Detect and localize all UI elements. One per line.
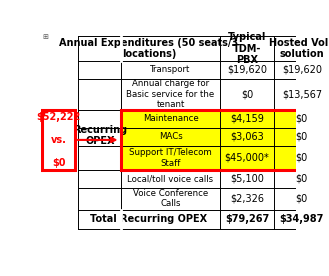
Text: Voice Conference
Calls: Voice Conference Calls xyxy=(133,189,208,208)
Text: $79,267: $79,267 xyxy=(225,214,269,224)
Text: Hosted VoIP
solution: Hosted VoIP solution xyxy=(269,38,329,59)
Text: $2,326: $2,326 xyxy=(230,194,264,204)
Text: $0: $0 xyxy=(296,153,308,163)
Text: Support IT/Telecom
Staff: Support IT/Telecom Staff xyxy=(129,148,212,168)
FancyArrowPatch shape xyxy=(78,138,115,142)
Bar xyxy=(274,128,329,146)
Text: $4,159: $4,159 xyxy=(230,114,264,124)
Text: $0: $0 xyxy=(296,174,308,184)
Text: $0: $0 xyxy=(296,132,308,142)
Text: $19,620: $19,620 xyxy=(282,65,322,75)
Text: $3,063: $3,063 xyxy=(230,132,264,142)
Text: Maintenance: Maintenance xyxy=(143,114,198,123)
Text: $34,987: $34,987 xyxy=(280,214,324,224)
Text: Total Recurring OPEX: Total Recurring OPEX xyxy=(90,214,207,224)
Bar xyxy=(121,110,220,128)
Bar xyxy=(42,110,75,170)
Bar xyxy=(274,146,329,170)
Text: $0: $0 xyxy=(241,89,253,99)
Text: $45,000*: $45,000* xyxy=(225,153,269,163)
Text: Transport: Transport xyxy=(150,65,191,74)
Bar xyxy=(220,146,274,170)
Bar xyxy=(220,110,274,128)
Bar xyxy=(220,128,274,146)
Text: $5,100: $5,100 xyxy=(230,174,264,184)
Bar xyxy=(121,128,220,146)
Text: Typical
TDM-
PBX: Typical TDM- PBX xyxy=(228,32,266,65)
Bar xyxy=(274,110,329,128)
Text: $52,222

vs.

$0: $52,222 vs. $0 xyxy=(37,112,81,168)
Text: Annual charge for
Basic service for the
tenant: Annual charge for Basic service for the … xyxy=(126,79,215,109)
Bar xyxy=(121,146,220,170)
Text: Local/toll voice calls: Local/toll voice calls xyxy=(127,174,214,184)
Text: Annual Expenditures (50 seats/3
locations): Annual Expenditures (50 seats/3 location… xyxy=(59,38,239,59)
Text: Recurring
OPEX: Recurring OPEX xyxy=(73,124,127,146)
Bar xyxy=(121,110,329,170)
Text: MACs: MACs xyxy=(159,132,182,141)
Text: $13,567: $13,567 xyxy=(282,89,322,99)
Text: $0: $0 xyxy=(296,194,308,204)
Text: $0: $0 xyxy=(296,114,308,124)
Text: $19,620: $19,620 xyxy=(227,65,267,75)
Text: ⊞: ⊞ xyxy=(42,34,48,40)
